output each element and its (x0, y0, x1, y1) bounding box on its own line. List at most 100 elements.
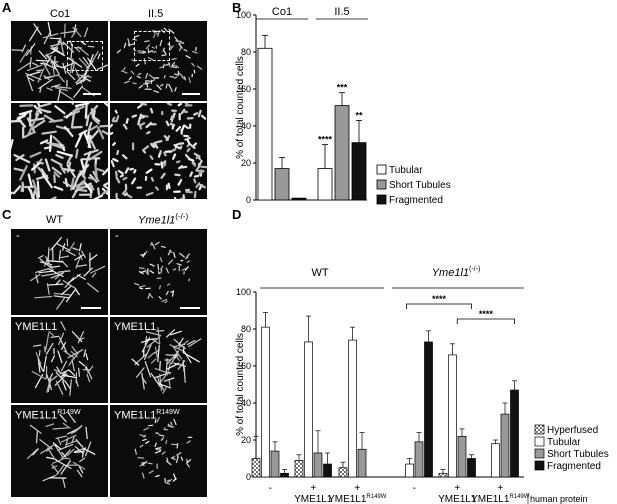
mitochondrion-tubule (55, 279, 61, 285)
mitochondrion-fragment (184, 256, 189, 260)
mitochondrion-tubule (46, 375, 52, 393)
mitochondrion-tubule (43, 30, 52, 45)
bar (448, 354, 457, 478)
mitochondrion-fragment (137, 73, 142, 75)
mitochondrion-fragment (150, 144, 156, 149)
legend-swatch (534, 448, 545, 459)
mitochondrion-fragment (137, 456, 145, 459)
mitochondrion-fragment (150, 176, 155, 182)
legend-swatch (534, 460, 545, 471)
mitochondrion-fragment (161, 54, 167, 57)
mitochondrion-tubule (61, 61, 77, 69)
panel-a-letter: A (2, 0, 12, 15)
mitochondrion-tubule (26, 448, 38, 460)
mitochondrion-tubule (56, 38, 61, 46)
mitochondrion-tubule (78, 164, 90, 175)
mitochondrion-tubule (83, 349, 87, 358)
mitochondrion-tubule (63, 126, 74, 138)
mitochondrion-tubule (97, 126, 105, 140)
mitochondrion-fragment (170, 115, 175, 123)
mitochondrion-tubule (44, 54, 60, 67)
mitochondrion-fragment (140, 122, 146, 126)
mitochondrion-fragment (165, 460, 172, 466)
mitochondrion-fragment (192, 51, 198, 54)
mitochondrion-tubule (54, 87, 68, 92)
mitochondrion-tubule (85, 426, 88, 440)
mitochondrion-tubule (41, 130, 57, 135)
mitochondrion-fragment (134, 35, 140, 38)
bar (261, 326, 270, 478)
mitochondrion-fragment (146, 82, 149, 88)
mitochondrion-fragment (166, 103, 173, 106)
mitochondrion-fragment (197, 109, 202, 118)
y-tick-label: 60 (241, 361, 251, 371)
mitochondrion-tubule (13, 153, 31, 164)
mitochondrion-tubule (32, 179, 39, 193)
mitochondrion-fragment (126, 193, 133, 199)
mitochondrion-fragment (138, 270, 144, 275)
mitochondrion-fragment (149, 142, 158, 147)
mitochondrion-fragment (167, 425, 175, 428)
mitochondrion-tubule (47, 380, 52, 393)
mitochondrion-fragment (195, 155, 200, 160)
label-text: YME1L1 (114, 409, 157, 422)
mitochondrion-tubule (60, 341, 67, 351)
mitochondrion-tubule (62, 279, 77, 290)
mitochondrion-tubule (57, 438, 62, 446)
mitochondrion-tubule (146, 336, 161, 348)
mitochondrion-tubule (47, 21, 52, 36)
mitochondrion-fragment (145, 191, 154, 197)
mitochondrion-fragment (139, 114, 144, 119)
mitochondrion-tubule (34, 295, 53, 299)
mitochondrion-tubule (143, 344, 152, 361)
mitochondrion-fragment (141, 149, 147, 154)
mitochondrion-tubule (78, 179, 86, 187)
mitochondrion-tubule (159, 381, 165, 391)
mitochondrion-tubule (11, 138, 14, 151)
bar (304, 341, 313, 478)
mitochondrion-tubule (78, 57, 90, 70)
mitochondrion-fragment (173, 252, 176, 258)
mitochondrion-fragment (148, 74, 154, 79)
mitochondrion-fragment (145, 168, 153, 174)
mitochondrion-tubule (46, 282, 50, 295)
mitochondrion-tubule (48, 119, 64, 123)
mitochondrion-tubule (44, 256, 54, 271)
mitochondrion-fragment (116, 49, 121, 54)
mitochondrion-tubule (65, 440, 78, 446)
mitochondrion-tubule (35, 59, 50, 62)
mitochondrion-fragment (158, 296, 162, 300)
mitochondrion-fragment (143, 58, 146, 65)
mitochondrion-fragment (191, 62, 195, 67)
bar (257, 47, 273, 201)
mitochondrion-tubule (46, 260, 64, 263)
mitochondrion-fragment (112, 157, 119, 163)
micrograph-a-ii5-zoom (110, 103, 207, 199)
mitochondrion-tubule (86, 130, 99, 144)
y-tick-label: 80 (241, 324, 251, 334)
mitochondrion-tubule (40, 443, 56, 455)
mitochondrion-tubule (75, 379, 79, 387)
mitochondrion-fragment (154, 241, 160, 246)
mitochondrion-fragment (169, 86, 173, 93)
mitochondrion-tubule (72, 247, 79, 251)
mitochondrion-tubule (75, 71, 88, 84)
mitochondrion-fragment (166, 457, 169, 462)
mitochondrion-tubule (74, 254, 85, 261)
mitochondrion-tubule (87, 365, 94, 374)
mitochondrion-fragment (147, 424, 154, 427)
mitochondrion-fragment (160, 269, 163, 274)
mitochondrion-fragment (111, 142, 117, 147)
row-label: human protein (530, 494, 588, 504)
mitochondrion-tubule (36, 103, 41, 108)
bar (414, 441, 424, 478)
mitochondrion-fragment (167, 62, 171, 67)
mitochondrion-fragment (164, 150, 172, 154)
mitochondrion-tubule (46, 456, 57, 460)
mitochondrion-tubule (50, 158, 63, 166)
mitochondrion-fragment (171, 57, 177, 61)
mitochondrion-tubule (168, 379, 171, 387)
mitochondrion-tubule (26, 71, 41, 77)
mitochondrion-fragment (180, 165, 188, 169)
mitochondrion-tubule (19, 104, 34, 108)
